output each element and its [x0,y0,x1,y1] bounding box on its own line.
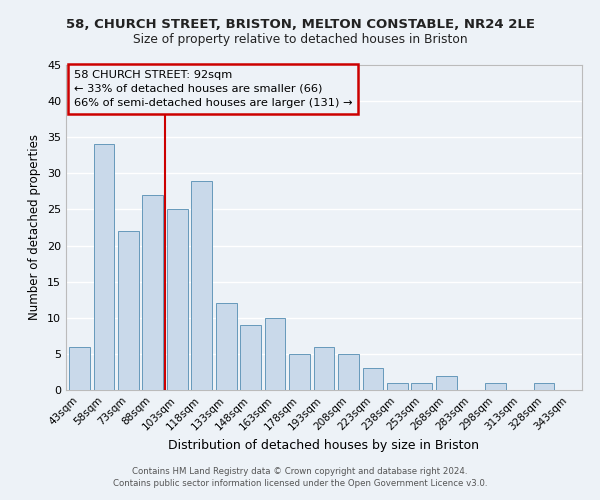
Bar [436,376,457,390]
Bar [412,383,432,390]
Bar [265,318,286,390]
Text: 58 CHURCH STREET: 92sqm
← 33% of detached houses are smaller (66)
66% of semi-de: 58 CHURCH STREET: 92sqm ← 33% of detache… [74,70,352,108]
Bar [191,180,212,390]
X-axis label: Distribution of detached houses by size in Briston: Distribution of detached houses by size … [169,438,479,452]
Text: Contains public sector information licensed under the Open Government Licence v3: Contains public sector information licen… [113,478,487,488]
Bar [387,383,408,390]
Bar [314,346,334,390]
Bar [167,210,188,390]
Bar [362,368,383,390]
Bar [69,346,90,390]
Bar [142,195,163,390]
Bar [240,325,261,390]
Bar [289,354,310,390]
Bar [118,231,139,390]
Text: Contains HM Land Registry data © Crown copyright and database right 2024.: Contains HM Land Registry data © Crown c… [132,467,468,476]
Bar [338,354,359,390]
Bar [94,144,114,390]
Bar [485,383,506,390]
Bar [216,304,236,390]
Bar [534,383,554,390]
Text: 58, CHURCH STREET, BRISTON, MELTON CONSTABLE, NR24 2LE: 58, CHURCH STREET, BRISTON, MELTON CONST… [65,18,535,30]
Text: Size of property relative to detached houses in Briston: Size of property relative to detached ho… [133,32,467,46]
Y-axis label: Number of detached properties: Number of detached properties [28,134,41,320]
